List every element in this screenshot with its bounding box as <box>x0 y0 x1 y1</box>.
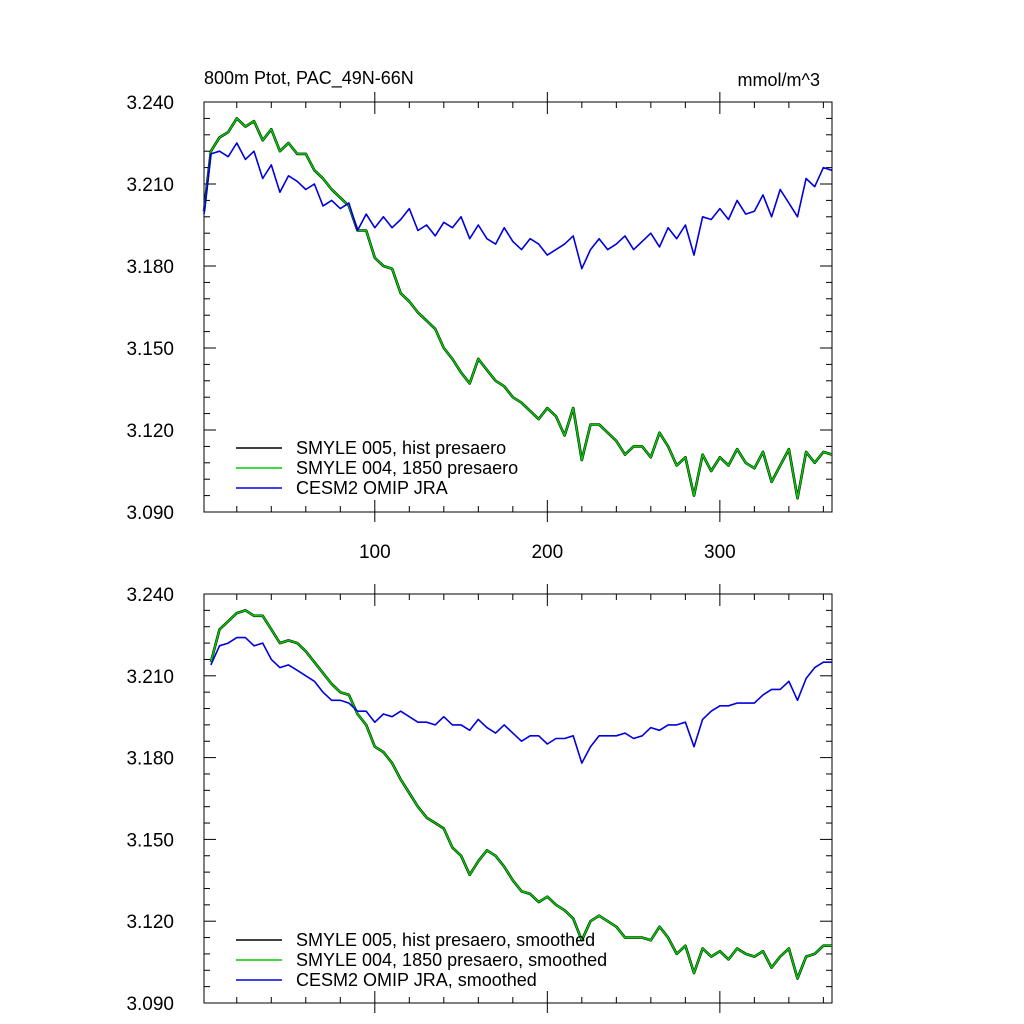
bottom-panel: 3.090 3.120 3.150 3.180 3.210 3.240 SMYLE 005,… <box>126 584 833 1015</box>
panel-2-legend-label-1: SMYLE 005, hist presaero, smoothed <box>296 930 595 950</box>
top-panel: 3.090 3.120 3.150 3.180 3.210 3.240 100 200 300 S… <box>126 92 833 563</box>
panel-2-series-line-1 <box>209 609 832 980</box>
panel-2-ytick-label: 3.120 <box>126 912 174 933</box>
panel-2-series-line-2 <box>210 609 832 980</box>
panel-1-legend-label-1: SMYLE 005, hist presaero <box>296 438 506 458</box>
panel-1-series-line-3 <box>203 142 833 270</box>
panel-2-ytick-label: 3.180 <box>126 749 174 770</box>
panel-1-legend-label-3: CESM2 OMIP JRA <box>296 478 448 498</box>
panel-1-xtick-label: 100 <box>359 542 391 563</box>
panel-1-ytick-label: 3.150 <box>126 339 174 360</box>
panel-2-ytick-label: 3.210 <box>126 667 174 688</box>
figure-units: mmol/m^3 <box>738 70 820 90</box>
panel-1-ytick-label: 3.210 <box>126 175 174 196</box>
panel-1-frame <box>203 101 833 513</box>
panel-1-series-line-2 <box>203 117 833 500</box>
panel-2-ytick-label: 3.150 <box>126 830 174 851</box>
panel-1-ytick-label: 3.180 <box>126 257 174 278</box>
panel-2-series-line-3 <box>210 636 832 764</box>
panel-2-legend-label-3: CESM2 OMIP JRA, smoothed <box>296 970 537 990</box>
panel-1-legend-label-2: SMYLE 004, 1850 presaero <box>296 458 518 478</box>
panel-2-ytick-label: 3.240 <box>126 585 174 606</box>
panel-2-ytick-label: 3.090 <box>126 994 174 1015</box>
figure-title: 800m Ptot, PAC_49N-66N <box>204 68 414 89</box>
panel-1-ytick-label: 3.120 <box>126 421 174 442</box>
panel-1-xtick-label: 200 <box>531 542 563 563</box>
panel-1-xtick-label: 300 <box>704 542 736 563</box>
panel-1-ytick-label: 3.090 <box>126 503 174 524</box>
panel-2-frame <box>203 593 833 1004</box>
panel-1-ytick-label: 3.240 <box>126 93 174 114</box>
panel-2-legend-label-2: SMYLE 004, 1850 presaero, smoothed <box>296 950 607 970</box>
